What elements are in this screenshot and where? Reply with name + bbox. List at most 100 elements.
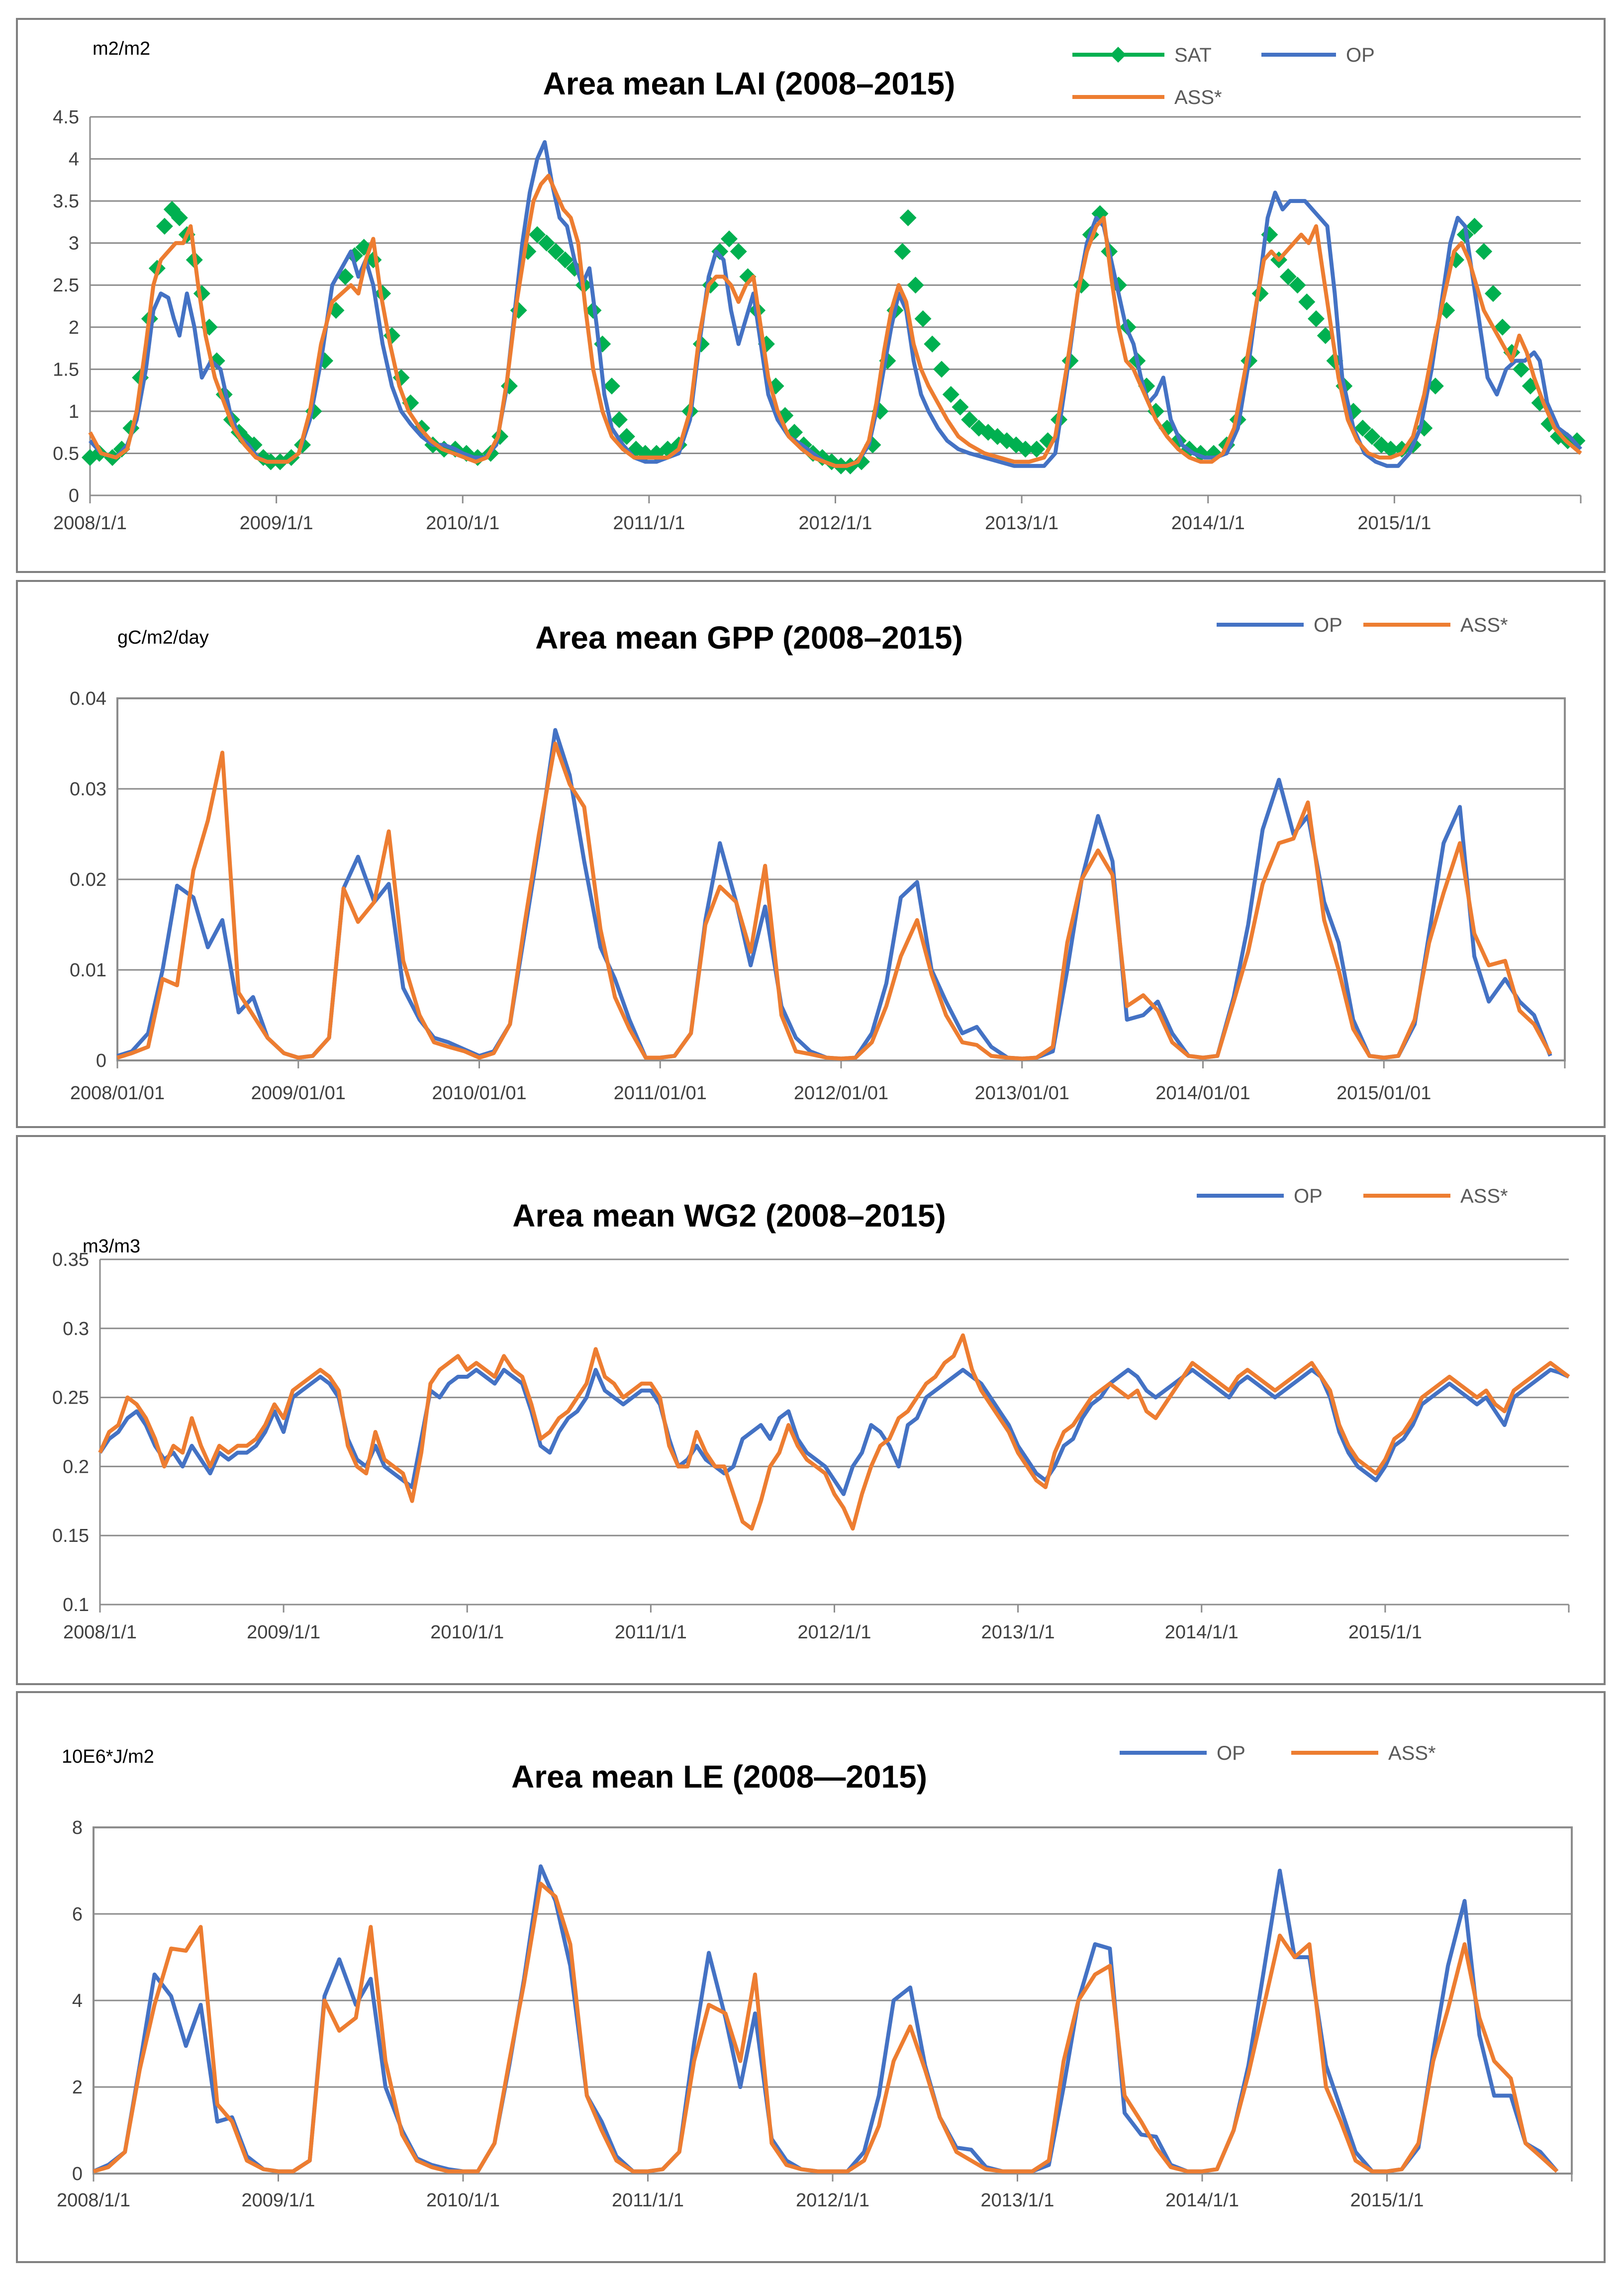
x-tick-label: 2010/1/1 [426, 2190, 500, 2211]
chart-title: Area mean LE (2008—2015) [511, 1759, 927, 1795]
x-tick-label: 2011/01/01 [614, 1083, 707, 1104]
x-tick-label: 2014/1/1 [1165, 1622, 1239, 1643]
x-tick-label: 2011/1/1 [613, 513, 685, 534]
x-tick-label: 2009/01/01 [251, 1083, 346, 1104]
data-point-sat [1466, 217, 1483, 235]
series-line-ass [116, 742, 1552, 1061]
y-tick-label: 2.5 [53, 275, 79, 296]
data-point-sat [720, 230, 738, 248]
legend: OP ASS* [1217, 614, 1508, 636]
legend-label-sat: SAT [1174, 44, 1212, 66]
chart-title: Area mean LAI (2008–2015) [543, 66, 955, 101]
data-point-sat [1363, 428, 1381, 445]
data-point-sat [603, 378, 620, 395]
legend-label-op: OP [1294, 1185, 1323, 1207]
chart-title: Area mean GPP (2008–2015) [535, 620, 963, 656]
data-point-sat [1289, 277, 1306, 294]
data-point-sat [1279, 268, 1297, 285]
legend-label-ass: ASS* [1460, 1185, 1508, 1207]
y-tick-label: 0 [72, 2164, 83, 2185]
gpp-chart-panel: Area mean GPP (2008–2015) gC/m2/day OP A… [16, 580, 1606, 1128]
y-tick-label: 0.3 [63, 1319, 89, 1339]
data-point-sat [894, 243, 911, 260]
x-tick-label: 2010/1/1 [426, 513, 499, 534]
data-point-sat [529, 226, 546, 243]
wg2-chart: Area mean WG2 (2008–2015) m3/m3 OP ASS* … [52, 1185, 1570, 1643]
y-tick-label: 4 [72, 1991, 83, 2011]
unit-label: m3/m3 [83, 1236, 140, 1257]
x-tick-label: 2013/1/1 [981, 1622, 1055, 1643]
y-tick-label: 0.04 [70, 688, 106, 709]
x-tick-label: 2008/1/1 [53, 513, 127, 534]
legend-label-ass: ASS* [1460, 614, 1508, 636]
data-point-sat [1494, 318, 1511, 336]
data-point-sat [547, 243, 565, 260]
legend-label-op: OP [1314, 614, 1342, 636]
x-tick-label: 2010/01/01 [432, 1083, 526, 1104]
x-tick-label: 2012/1/1 [799, 513, 872, 534]
y-tick-label: 6 [72, 1904, 83, 1925]
x-tick-label: 2015/01/01 [1337, 1083, 1431, 1104]
x-tick-label: 2008/1/1 [63, 1622, 137, 1643]
y-tick-label: 0.03 [70, 779, 106, 800]
y-tick-label: 0 [96, 1050, 106, 1071]
x-tick-label: 2013/1/1 [985, 513, 1058, 534]
data-point-sat [1513, 361, 1530, 378]
unit-label: m2/m2 [93, 38, 150, 59]
y-tick-label: 0.5 [53, 443, 79, 464]
data-point-sat [1484, 285, 1502, 302]
data-point-sat [853, 453, 870, 471]
legend: OP ASS* [1120, 1742, 1436, 1764]
x-tick-label: 2012/1/1 [798, 1622, 871, 1643]
y-tick-label: 0.25 [52, 1388, 89, 1409]
gpp-chart: Area mean GPP (2008–2015) gC/m2/day OP A… [70, 614, 1566, 1104]
x-tick-label: 2009/1/1 [240, 513, 313, 534]
y-tick-label: 3 [69, 233, 79, 254]
x-tick-label: 2013/01/01 [975, 1083, 1069, 1104]
x-tick-label: 2008/1/1 [57, 2190, 130, 2211]
data-point-sat [924, 335, 941, 353]
x-tick-label: 2011/1/1 [615, 1622, 687, 1643]
x-tick-label: 2012/01/01 [794, 1083, 888, 1104]
data-point-sat [156, 217, 173, 235]
y-tick-label: 2 [72, 2077, 83, 2098]
series-line-ass [98, 1333, 1570, 1531]
unit-label: 10E6*J/m2 [62, 1746, 154, 1767]
le-chart: Area mean LE (2008—2015) 10E6*J/m2 OP AS… [57, 1742, 1573, 2211]
data-point-sat [730, 243, 747, 260]
y-tick-label: 0.35 [52, 1249, 89, 1270]
y-tick-label: 1 [69, 401, 79, 422]
y-tick-label: 0.01 [70, 960, 106, 981]
plot-area: 0 0.5 1 1.5 2 2.5 3 3.5 4 4.5 2008/1/1 2009/1/1 2010… [53, 107, 1586, 534]
data-point-sat [914, 310, 932, 327]
data-point-sat [1475, 243, 1493, 260]
legend-label-ass: ASS* [1388, 1742, 1436, 1764]
y-tick-label: 0.15 [52, 1525, 89, 1546]
y-tick-label: 3.5 [53, 191, 79, 212]
data-point-sat [933, 361, 951, 378]
data-point-sat [557, 251, 574, 269]
x-tick-label: 2009/1/1 [247, 1622, 320, 1643]
plot-area: 0 2 4 6 8 2008/1/1 2009/1/1 2010/1/1 2011/1/1 201… [57, 1817, 1573, 2211]
y-tick-label: 0 [69, 485, 79, 506]
chart-title: Area mean WG2 (2008–2015) [512, 1198, 946, 1234]
y-tick-label: 2 [69, 317, 79, 338]
y-tick-label: 0.02 [70, 869, 106, 890]
series-line-op [98, 1368, 1570, 1496]
data-point-sat [1382, 440, 1399, 458]
x-tick-label: 2008/01/01 [70, 1083, 165, 1104]
data-point-sat [1298, 293, 1316, 311]
x-tick-label: 2014/1/1 [1165, 2190, 1239, 2211]
data-point-sat [538, 234, 555, 252]
data-point-sat [952, 398, 969, 416]
data-point-sat [1354, 419, 1371, 437]
data-point-sat [907, 277, 924, 294]
y-tick-label: 4.5 [53, 107, 79, 128]
legend-marker-sat [1110, 47, 1126, 63]
x-tick-label: 2011/1/1 [612, 2190, 684, 2211]
series-line-ass [88, 174, 1582, 468]
data-point-sat [899, 209, 917, 226]
legend: SAT OP ASS* [1072, 44, 1375, 108]
y-tick-label: 0.2 [63, 1456, 89, 1477]
data-point-sat [1308, 310, 1325, 327]
